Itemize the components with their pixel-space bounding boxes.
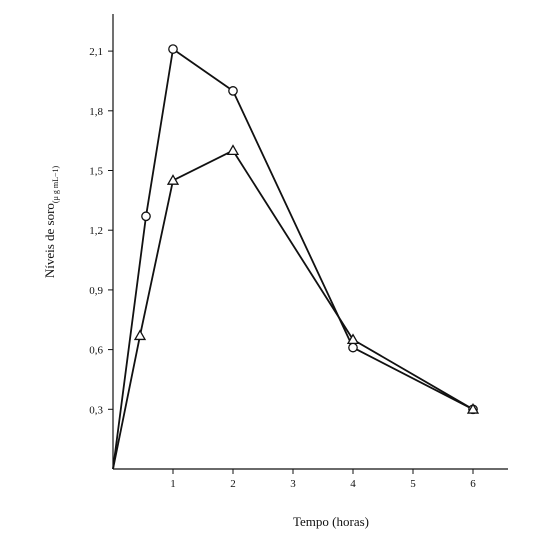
x-ticks: 1 2 3 4 5 6 <box>170 469 476 490</box>
y-tick-label: 0,3 <box>89 404 103 416</box>
point-triangle <box>226 144 240 156</box>
y-axis-title: Níveis de soro(μ g mL−1) <box>42 165 60 278</box>
point-circle <box>141 211 151 222</box>
x-tick-label: 5 <box>410 478 416 490</box>
y-tick-label: 1,2 <box>89 225 103 237</box>
x-tick-label: 1 <box>170 478 176 490</box>
point-circle <box>348 342 358 353</box>
y-tick-label: 0,6 <box>89 345 103 357</box>
y-axis-title-group: Níveis de soro(μ g mL−1) <box>42 165 60 278</box>
y-axis-title-main: Níveis de soro <box>42 203 57 278</box>
series-line-triangle <box>112 149 474 470</box>
x-tick-label: 2 <box>230 478 236 490</box>
y-tick-label: 1,5 <box>89 166 103 178</box>
point-triangle <box>133 329 147 341</box>
point-triangle <box>166 174 180 185</box>
x-axis-title: Tempo (horas) <box>293 514 369 529</box>
y-tick-label: 1,8 <box>89 106 103 118</box>
series-line-circle <box>112 48 474 470</box>
x-tick-label: 3 <box>290 478 296 490</box>
point-triangle <box>466 402 480 414</box>
y-tick-label: 0,9 <box>89 285 103 297</box>
x-tick-label: 4 <box>350 478 356 490</box>
point-triangle <box>346 333 360 345</box>
y-ticks: 0,3 0,6 0,9 1,2 1,5 1,8 2,1 <box>89 46 113 416</box>
series-layer <box>112 44 480 470</box>
point-circle <box>168 44 178 54</box>
y-tick-label: 2,1 <box>89 46 103 58</box>
x-tick-label: 6 <box>470 478 476 490</box>
y-axis-title-unit: (μ g mL−1) <box>51 165 60 203</box>
point-circle <box>228 86 238 96</box>
